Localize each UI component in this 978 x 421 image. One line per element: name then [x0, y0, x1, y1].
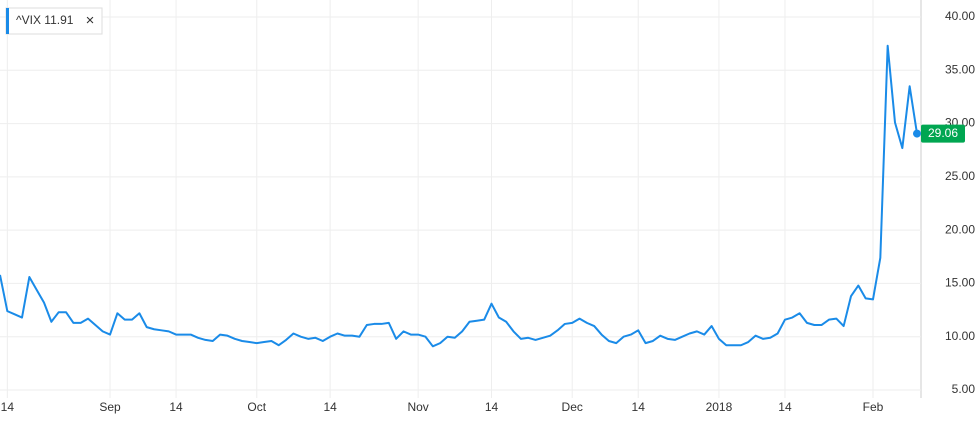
y-tick-label: 20.00	[945, 222, 975, 236]
x-tick-label: Feb	[863, 400, 884, 414]
legend-box	[5, 7, 103, 35]
x-tick-label: 14	[632, 400, 646, 414]
x-tick-label: Sep	[99, 400, 121, 414]
x-tick-label: 14	[169, 400, 183, 414]
legend-swatch	[6, 8, 9, 34]
x-tick-label: Dec	[562, 400, 583, 414]
x-tick-label: 14	[778, 400, 792, 414]
y-tick-label: 35.00	[945, 62, 975, 76]
y-tick-label: 10.00	[945, 329, 975, 343]
legend-close[interactable]: ×	[86, 12, 95, 29]
legend: ^VIX 11.91 ×	[5, 7, 103, 35]
x-tick-label: Nov	[407, 400, 428, 414]
x-tick-label: 2018	[706, 400, 733, 414]
y-tick-label: 40.00	[945, 9, 975, 23]
last-point	[913, 129, 921, 138]
series-line	[0, 44, 918, 348]
x-tick-label: 14	[323, 400, 337, 414]
last-value-tag	[921, 124, 965, 143]
legend-label: ^VIX 11.91	[16, 13, 74, 27]
x-tick-label: 14	[485, 400, 499, 414]
y-tick-label: 25.00	[945, 169, 975, 183]
y-tick-label: 15.00	[945, 276, 975, 290]
x-tick-label: Oct	[247, 400, 266, 414]
y-tick-label: 5.00	[952, 382, 976, 396]
x-tick-label: 14	[1, 400, 15, 414]
last-value-label: 29.06	[928, 126, 958, 140]
